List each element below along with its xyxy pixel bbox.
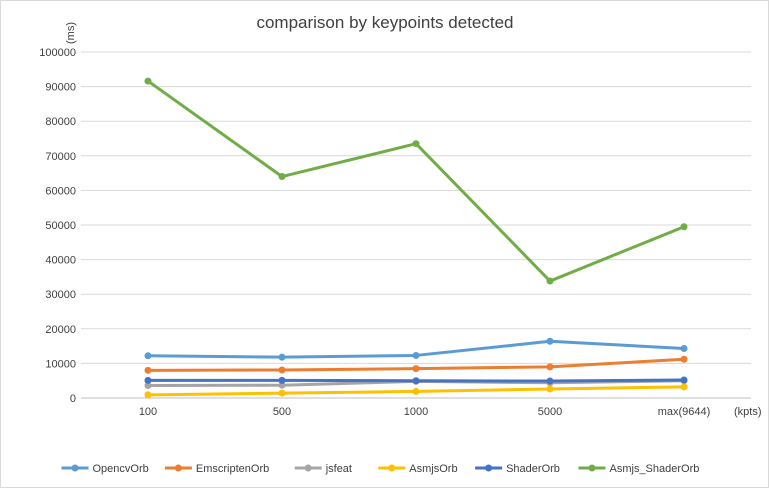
data-point (546, 377, 554, 385)
data-point (412, 351, 420, 359)
y-tick-label: 20000 (45, 324, 76, 336)
y-tick-label: 10000 (45, 358, 76, 370)
legend-item: jsfeat (294, 463, 352, 475)
y-tick-label: 80000 (45, 116, 76, 128)
data-point (278, 376, 286, 384)
legend-label: ShaderOrb (506, 463, 560, 475)
legend-item: EmscriptenOrb (164, 463, 269, 475)
legend-label: EmscriptenOrb (196, 463, 269, 475)
legend-item: ShaderOrb (475, 463, 560, 475)
legend: OpencvOrb EmscriptenOrb jsfeat AsmjsOrb Shad… (61, 463, 700, 475)
data-point (680, 383, 688, 391)
data-point (144, 366, 152, 374)
series-emscriptenorb (144, 355, 688, 374)
data-point (278, 366, 286, 374)
data-point (144, 376, 152, 384)
data-point (546, 277, 554, 285)
data-point (546, 337, 554, 345)
legend-label: jsfeat (325, 463, 352, 475)
x-axis-label: (kpts) (734, 406, 762, 418)
data-point (412, 387, 420, 395)
data-point (144, 391, 152, 399)
series-asmjsorb (144, 383, 688, 399)
data-point (546, 385, 554, 393)
legend-label: Asmjs_ShaderOrb (610, 463, 700, 475)
x-tick-label: 500 (273, 406, 291, 418)
legend-swatch-marker (71, 464, 79, 472)
legend-swatch-marker (485, 464, 493, 472)
data-point (680, 223, 688, 231)
data-point (278, 173, 286, 181)
legend-swatch-marker (304, 464, 312, 472)
data-point (412, 377, 420, 385)
series-lines (144, 77, 688, 399)
y-axis-label: (ms) (65, 22, 77, 44)
data-point (278, 389, 286, 397)
y-tick-labels: 0 10000 20000 30000 40000 50000 60000 70000 8000… (39, 47, 76, 405)
legend-item: OpencvOrb (61, 463, 149, 475)
data-point (144, 77, 152, 85)
data-point (144, 352, 152, 360)
data-point (278, 353, 286, 361)
y-tick-label: 50000 (45, 220, 76, 232)
x-tick-label: 5000 (538, 406, 562, 418)
data-point (680, 355, 688, 363)
data-point (412, 140, 420, 148)
y-tick-label: 40000 (45, 255, 76, 267)
y-tick-label: 70000 (45, 151, 76, 163)
y-tick-label: 30000 (45, 289, 76, 301)
y-tick-label: 60000 (45, 185, 76, 197)
legend-swatch-marker (388, 464, 396, 472)
x-tick-label: 1000 (404, 406, 428, 418)
x-tick-labels: 100 500 1000 5000 max(9644) (139, 406, 710, 418)
y-tick-label: 100000 (39, 47, 76, 59)
data-point (144, 382, 152, 390)
chart-title: comparison by keypoints detected (256, 13, 513, 32)
series-asmjs-shaderorb (144, 77, 688, 285)
y-tick-label: 0 (70, 393, 76, 405)
data-point (680, 376, 688, 384)
data-point (546, 363, 554, 371)
legend-label: AsmjsOrb (409, 463, 457, 475)
legend-label: OpencvOrb (93, 463, 149, 475)
gridlines (81, 51, 751, 399)
y-tick-label: 90000 (45, 82, 76, 94)
legend-item: Asmjs_ShaderOrb (578, 463, 700, 475)
legend-item: AsmjsOrb (378, 463, 458, 475)
data-point (680, 345, 688, 353)
legend-swatch-marker (174, 464, 182, 472)
series-opencvorb (144, 337, 688, 361)
data-point (278, 381, 286, 389)
series-shaderorb (144, 376, 688, 385)
data-point (412, 365, 420, 373)
x-tick-label: 100 (139, 406, 157, 418)
series-line (146, 79, 686, 283)
legend-swatch-marker (588, 464, 596, 472)
x-tick-label: max(9644) (658, 406, 711, 418)
